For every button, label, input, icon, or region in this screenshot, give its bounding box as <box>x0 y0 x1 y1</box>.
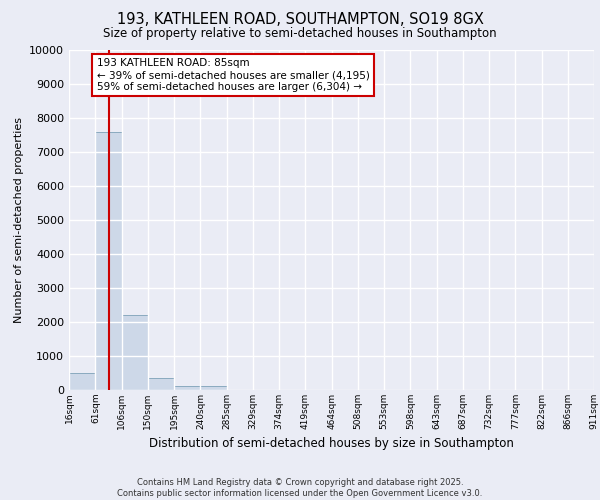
Bar <box>122 315 148 390</box>
Bar <box>200 386 227 390</box>
Bar <box>148 378 174 390</box>
Y-axis label: Number of semi-detached properties: Number of semi-detached properties <box>14 117 23 323</box>
Bar <box>174 386 200 390</box>
Text: Contains HM Land Registry data © Crown copyright and database right 2025.
Contai: Contains HM Land Registry data © Crown c… <box>118 478 482 498</box>
X-axis label: Distribution of semi-detached houses by size in Southampton: Distribution of semi-detached houses by … <box>149 438 514 450</box>
Text: 193 KATHLEEN ROAD: 85sqm
← 39% of semi-detached houses are smaller (4,195)
59% o: 193 KATHLEEN ROAD: 85sqm ← 39% of semi-d… <box>97 58 370 92</box>
Text: 193, KATHLEEN ROAD, SOUTHAMPTON, SO19 8GX: 193, KATHLEEN ROAD, SOUTHAMPTON, SO19 8G… <box>116 12 484 28</box>
Text: Size of property relative to semi-detached houses in Southampton: Size of property relative to semi-detach… <box>103 28 497 40</box>
Bar <box>69 373 95 390</box>
Bar <box>95 132 122 390</box>
